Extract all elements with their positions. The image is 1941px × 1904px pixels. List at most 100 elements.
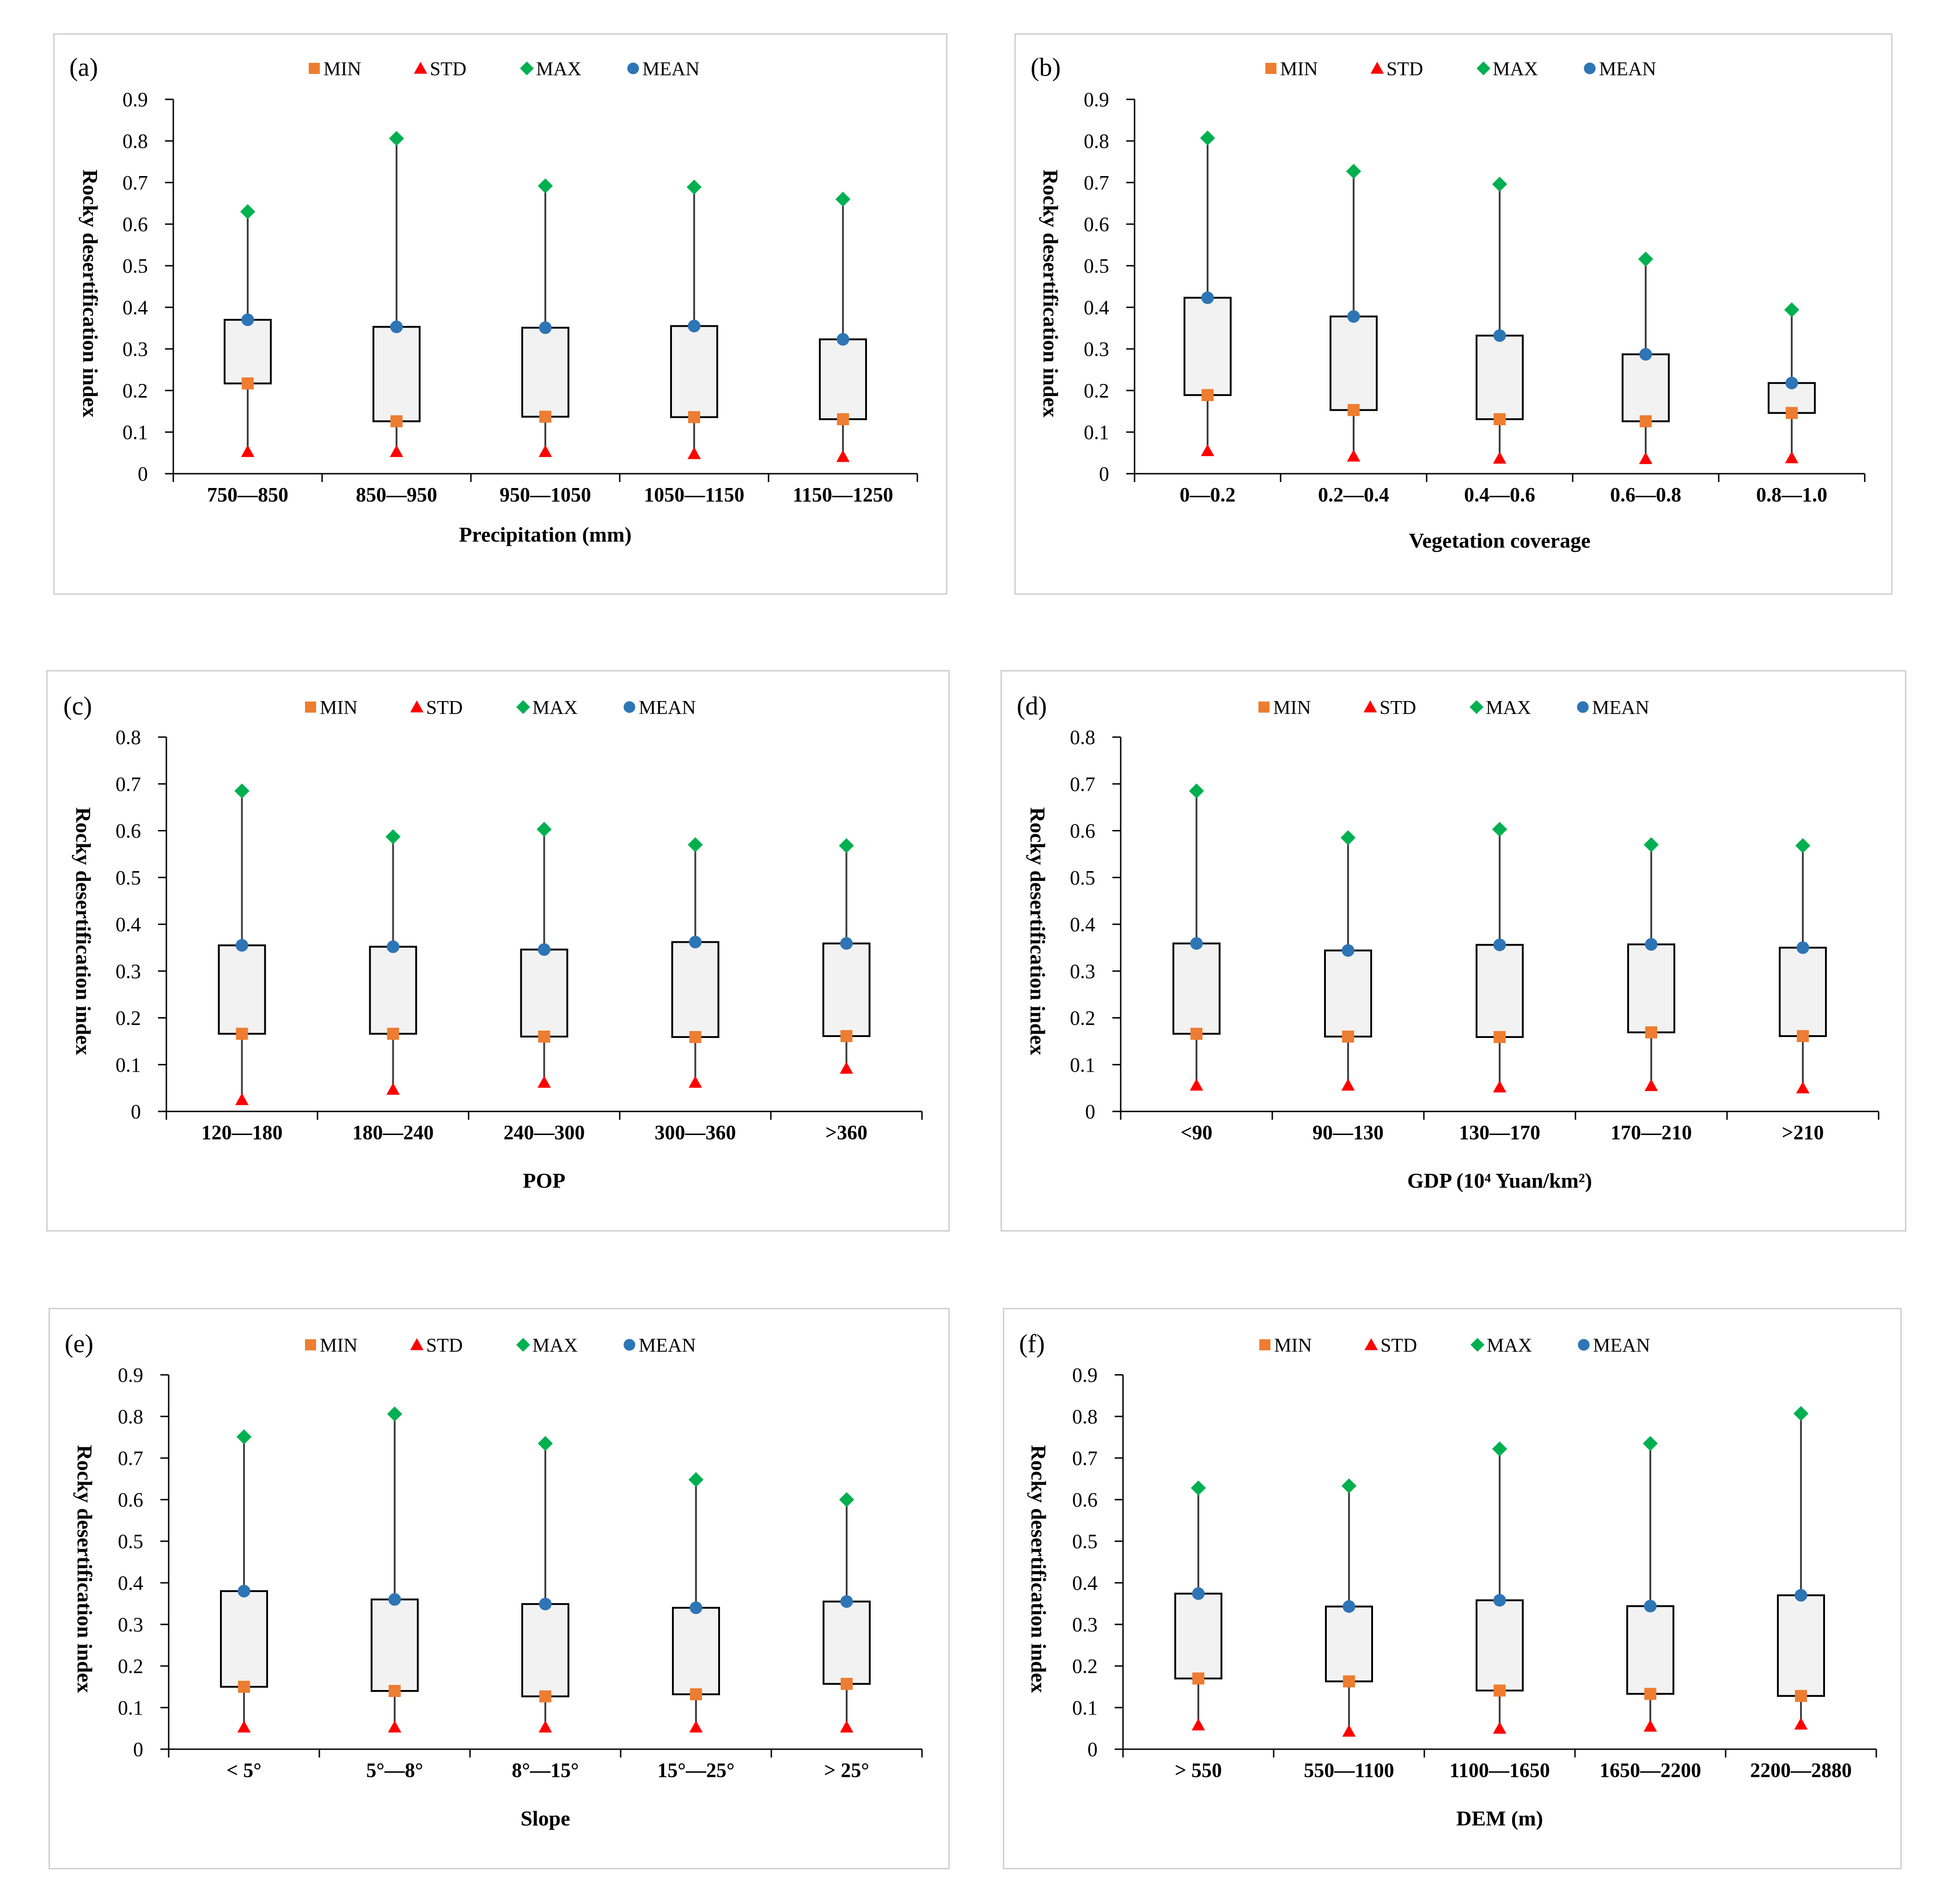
chart-d-legend-min-label: MIN <box>1273 697 1311 719</box>
chart-e-legend-std-marker <box>410 1338 424 1350</box>
chart-e-xlabel: Slope <box>520 1806 570 1830</box>
chart-d-std-point-3 <box>1644 1079 1658 1091</box>
chart-e-legend-max-marker <box>516 1338 530 1352</box>
chart-b-legend-min-marker <box>1265 63 1276 74</box>
chart-f-legend-min-marker <box>1259 1339 1270 1350</box>
chart-f-ytick-label-6: 0.6 <box>1072 1489 1098 1511</box>
chart-b-std-point-4 <box>1785 451 1799 464</box>
chart-b-xtick-label-4: 0.8—1.0 <box>1756 483 1827 506</box>
chart-f-ytick-label-1: 0.1 <box>1072 1697 1098 1719</box>
chart-d-legend-std-label: STD <box>1379 697 1416 719</box>
chart-c-xtick-label-0: 120—180 <box>201 1121 283 1144</box>
chart-e-std-point-1 <box>388 1720 402 1733</box>
chart-a-std-point-3 <box>687 447 701 459</box>
chart-d-legend-max-label: MAX <box>1486 697 1531 719</box>
chart-f-legend-mean-marker <box>1578 1339 1590 1351</box>
chart-c-legend-mean-marker <box>623 701 635 713</box>
chart-a-xtick-label-3: 1050—1150 <box>644 483 745 506</box>
chart-c-std-point-1 <box>386 1083 400 1095</box>
chart-a-ytick-label-0: 0 <box>138 463 148 485</box>
chart-f-min-point-2 <box>1494 1684 1506 1697</box>
chart-d-ytick-label-0: 0 <box>1085 1100 1095 1123</box>
chart-b-ytick-label-3: 0.3 <box>1084 338 1109 360</box>
chart-e-xtick-label-3: 15°—25° <box>657 1759 734 1782</box>
chart-e-xtick-label-0: < 5° <box>226 1759 262 1782</box>
chart-c-mean-point-3 <box>689 935 702 949</box>
chart-d-xtick-label-2: 130—170 <box>1459 1121 1540 1144</box>
chart-b-std-point-0 <box>1201 444 1215 457</box>
chart-f-max-point-2 <box>1492 1441 1508 1457</box>
chart-d-max-point-3 <box>1643 837 1659 853</box>
chart-f-legend-max-marker <box>1471 1338 1484 1352</box>
chart-b-ytick-label-7: 0.7 <box>1084 171 1109 194</box>
chart-f-ytick-label-0: 0 <box>1087 1738 1098 1761</box>
chart-f-ytick-label-5: 0.5 <box>1072 1530 1098 1553</box>
chart-d-mean-point-2 <box>1493 938 1506 952</box>
chart-c-min-point-1 <box>387 1027 399 1040</box>
chart-d-xtick-label-1: 90—130 <box>1312 1121 1384 1144</box>
chart-b-xtick-label-1: 0.2—0.4 <box>1318 483 1389 506</box>
chart-e-legend-min-marker <box>305 1339 316 1350</box>
chart-d-legend-std-marker <box>1363 700 1377 713</box>
chart-c-box-1 <box>369 946 417 1035</box>
chart-f-legend-std-marker <box>1364 1338 1378 1350</box>
chart-e-ytick-label-8: 0.8 <box>118 1405 143 1428</box>
chart-e-box-1 <box>371 1599 419 1692</box>
chart-d-ytick-label-5: 0.5 <box>1070 867 1095 889</box>
chart-f-min-point-4 <box>1795 1690 1807 1702</box>
chart-c-box-0 <box>218 944 266 1035</box>
chart-a-ytick-label-2: 0.2 <box>122 379 148 402</box>
chart-e-ytick-label-9: 0.9 <box>118 1364 143 1386</box>
chart-e-min-point-3 <box>690 1688 702 1701</box>
panel-f <box>1003 1308 1902 1869</box>
chart-c-max-point-0 <box>234 783 250 799</box>
chart-f-min-point-3 <box>1644 1688 1656 1700</box>
chart-c-xtick-label-2: 240—300 <box>504 1121 585 1144</box>
chart-f-max-point-1 <box>1341 1478 1357 1494</box>
chart-f-max-point-3 <box>1642 1436 1658 1451</box>
chart-f-std-point-0 <box>1191 1718 1205 1731</box>
chart-c-ytick-label-6: 0.6 <box>116 820 141 842</box>
chart-c-mean-point-2 <box>537 943 551 956</box>
chart-d-min-point-1 <box>1342 1031 1354 1043</box>
chart-e-std-point-2 <box>538 1720 552 1733</box>
chart-d-std-point-1 <box>1341 1078 1355 1091</box>
chart-b-box-0 <box>1184 297 1232 396</box>
chart-f-mean-point-2 <box>1493 1594 1506 1607</box>
chart-d-xtick-label-3: 170—210 <box>1611 1121 1692 1144</box>
chart-a-legend-std-label: STD <box>430 59 466 80</box>
chart-a-ytick-label-1: 0.1 <box>122 421 148 444</box>
chart-d-ytick-label-3: 0.3 <box>1070 960 1095 983</box>
chart-b-max-point-2 <box>1492 177 1508 192</box>
chart-a-std-point-4 <box>836 450 850 462</box>
chart-b-ytick-label-5: 0.5 <box>1084 255 1109 277</box>
chart-a-box-4 <box>819 338 867 421</box>
chart-a-ytick-label-3: 0.3 <box>122 338 148 360</box>
chart-f-ytick-label-3: 0.3 <box>1072 1613 1098 1636</box>
chart-d-panel-label: (d) <box>1017 692 1047 720</box>
chart-c-max-point-3 <box>688 837 703 853</box>
chart-d-min-point-4 <box>1797 1030 1809 1042</box>
panel-d <box>1001 670 1906 1232</box>
chart-e-panel-label: (e) <box>65 1330 93 1358</box>
chart-b-xtick-label-2: 0.4—0.6 <box>1464 483 1535 506</box>
chart-e-max-point-2 <box>537 1436 553 1451</box>
chart-e-legend-min-label: MIN <box>320 1335 358 1356</box>
chart-a-box-1 <box>372 326 421 422</box>
chart-e-ytick-label-5: 0.5 <box>118 1530 143 1553</box>
chart-c-max-point-2 <box>537 822 552 837</box>
chart-c-std-point-4 <box>840 1062 853 1074</box>
chart-a-min-point-1 <box>391 415 403 427</box>
chart-d-ytick-label-4: 0.4 <box>1070 913 1095 936</box>
chart-b-mean-point-0 <box>1201 291 1214 304</box>
chart-c-xtick-label-4: >360 <box>825 1121 867 1144</box>
chart-f-ytick-label-2: 0.2 <box>1072 1655 1098 1678</box>
chart-f-std-point-3 <box>1643 1720 1657 1732</box>
chart-c-ytick-label-2: 0.2 <box>116 1007 141 1030</box>
chart-d-ytick-label-2: 0.2 <box>1070 1007 1095 1030</box>
chart-d-xlabel: GDP (10⁴ Yuan/km²) <box>1407 1169 1592 1192</box>
chart-f-ytick-label-9: 0.9 <box>1072 1364 1098 1386</box>
chart-b-xtick-label-0: 0—0.2 <box>1180 483 1236 506</box>
chart-e-ytick-label-2: 0.2 <box>118 1655 143 1678</box>
